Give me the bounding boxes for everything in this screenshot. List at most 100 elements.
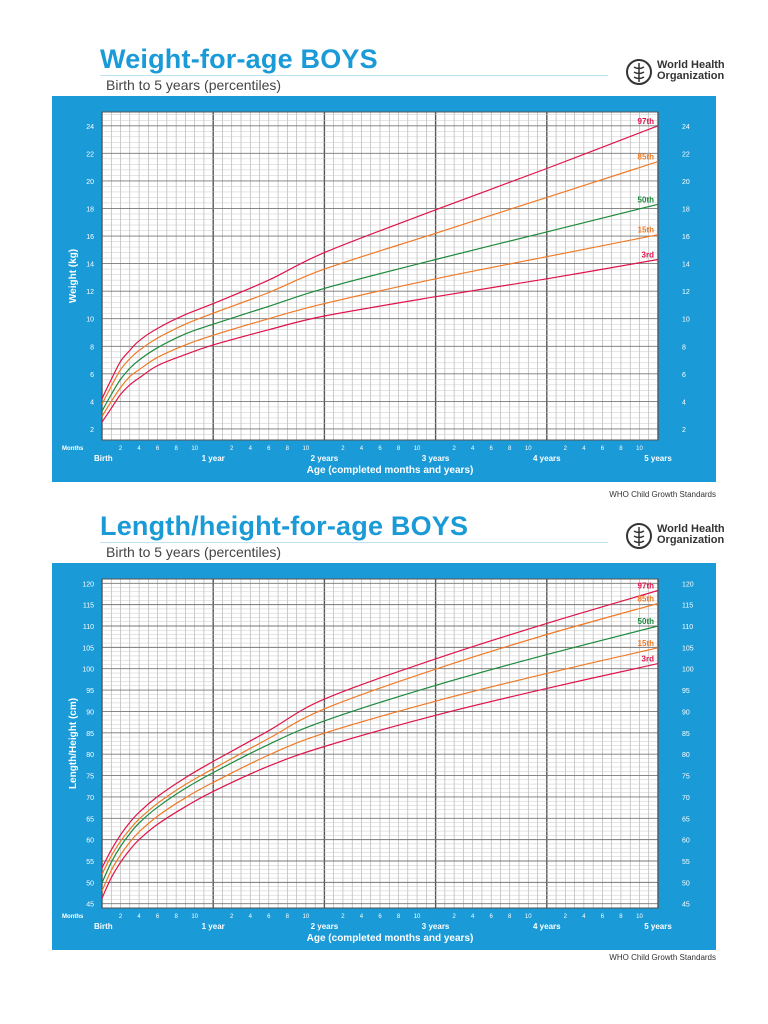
y-tick-label-right: 55 xyxy=(682,859,690,866)
x-month-tick-label: 8 xyxy=(619,914,623,920)
y-tick-label-left: 24 xyxy=(86,124,94,131)
series-label-50th: 50th xyxy=(638,195,655,204)
x-month-tick-label: 2 xyxy=(230,914,234,920)
y-tick-label-right: 80 xyxy=(682,752,690,759)
x-month-tick-label: 8 xyxy=(286,914,290,920)
y-axis-label: Weight (kg) xyxy=(68,249,79,303)
y-tick-label-left: 16 xyxy=(86,234,94,241)
x-month-tick-label: 2 xyxy=(119,446,123,452)
x-month-tick-label: 4 xyxy=(249,914,253,920)
x-month-tick-label: 6 xyxy=(378,914,382,920)
who-name-line2: Organization xyxy=(657,71,725,82)
x-month-tick-label: 4 xyxy=(360,446,364,452)
x-year-label: 4 years xyxy=(533,922,561,931)
y-tick-label-right: 85 xyxy=(682,731,690,738)
y-tick-label-left: 8 xyxy=(90,344,94,351)
x-month-tick-label: 4 xyxy=(471,446,475,452)
x-month-tick-label: 2 xyxy=(452,446,456,452)
x-axis-label: Age (completed months and years) xyxy=(307,933,474,944)
x-axis-label: Age (completed months and years) xyxy=(307,465,474,476)
x-month-tick-label: 8 xyxy=(397,446,401,452)
who-name-line2: Organization xyxy=(657,535,725,546)
y-tick-label-right: 115 xyxy=(682,603,693,610)
x-year-label: 2 years xyxy=(311,922,339,931)
y-tick-label-right: 8 xyxy=(682,344,686,351)
x-month-tick-label: 10 xyxy=(636,914,643,920)
weight-chart-subtitle: Birth to 5 years (percentiles) xyxy=(106,77,281,93)
y-tick-label-left: 65 xyxy=(86,816,94,823)
y-tick-label-right: 20 xyxy=(682,179,690,186)
x-month-tick-label: 2 xyxy=(564,914,568,920)
x-month-tick-label: 6 xyxy=(267,446,271,452)
series-label-97th: 97th xyxy=(638,582,655,591)
who-logo: World Health Organization xyxy=(625,58,735,92)
who-name: World Health Organization xyxy=(657,60,725,82)
x-year-label: 3 years xyxy=(422,454,450,463)
y-tick-label-right: 95 xyxy=(682,688,690,695)
x-year-label: 5 years xyxy=(644,922,672,931)
title-rule xyxy=(100,542,608,543)
months-unit-label: Months xyxy=(62,914,84,920)
x-month-tick-label: 2 xyxy=(341,446,345,452)
x-year-label: 3 years xyxy=(422,922,450,931)
x-month-tick-label: 10 xyxy=(525,914,532,920)
series-label-50th: 50th xyxy=(638,617,655,626)
series-label-97th: 97th xyxy=(638,117,655,126)
weight-chart-title: Weight-for-age BOYS xyxy=(100,44,378,75)
y-tick-label-left: 50 xyxy=(86,880,94,887)
x-month-tick-label: 6 xyxy=(601,914,605,920)
y-axis-label: Length/Height (cm) xyxy=(68,698,79,789)
x-month-tick-label: 8 xyxy=(397,914,401,920)
y-tick-label-right: 12 xyxy=(682,289,690,296)
x-month-tick-label: 8 xyxy=(286,446,290,452)
series-label-3rd: 3rd xyxy=(642,250,655,259)
y-tick-label-right: 24 xyxy=(682,124,690,131)
who-name: World Health Organization xyxy=(657,524,725,546)
y-tick-label-right: 90 xyxy=(682,709,690,716)
y-tick-label-left: 12 xyxy=(86,289,94,296)
x-month-tick-label: 10 xyxy=(636,446,643,452)
y-tick-label-right: 110 xyxy=(682,624,693,631)
y-tick-label-left: 60 xyxy=(86,838,94,845)
x-month-tick-label: 6 xyxy=(267,914,271,920)
x-year-label: Birth xyxy=(94,454,113,463)
series-label-85th: 85th xyxy=(638,594,655,603)
y-tick-label-left: 70 xyxy=(86,795,94,802)
series-label-85th: 85th xyxy=(638,153,655,162)
x-month-tick-label: 10 xyxy=(525,446,532,452)
x-year-label: 1 year xyxy=(202,922,225,931)
x-month-tick-label: 10 xyxy=(303,446,310,452)
y-tick-label-left: 75 xyxy=(86,774,94,781)
y-tick-label-left: 4 xyxy=(90,399,94,406)
months-unit-label: Months xyxy=(62,446,84,452)
y-tick-label-left: 115 xyxy=(83,603,94,610)
y-tick-label-left: 55 xyxy=(86,859,94,866)
y-tick-label-right: 6 xyxy=(682,372,686,379)
series-label-3rd: 3rd xyxy=(642,655,655,664)
y-tick-label-left: 18 xyxy=(86,206,94,213)
y-tick-label-left: 105 xyxy=(82,645,94,652)
weight-chart-panel: 2 2 4 4 6 6 8 8 10 10 12 12 14 14 16 16 18 18 20 20 22 22 24 24… xyxy=(52,96,716,482)
y-tick-label-right: 65 xyxy=(682,816,690,823)
y-tick-label-right: 105 xyxy=(682,645,694,652)
y-tick-label-right: 4 xyxy=(682,399,686,406)
x-month-tick-label: 10 xyxy=(414,914,421,920)
x-month-tick-label: 4 xyxy=(137,914,141,920)
y-tick-label-left: 100 xyxy=(82,667,94,674)
y-tick-label-left: 14 xyxy=(86,262,94,269)
y-tick-label-left: 20 xyxy=(86,179,94,186)
x-month-tick-label: 10 xyxy=(191,446,198,452)
y-tick-label-left: 110 xyxy=(83,624,94,631)
x-month-tick-label: 4 xyxy=(137,446,141,452)
y-tick-label-right: 22 xyxy=(682,151,690,158)
series-label-15th: 15th xyxy=(638,639,655,648)
y-tick-label-right: 70 xyxy=(682,795,690,802)
y-tick-label-left: 95 xyxy=(86,688,94,695)
length-chart-subtitle: Birth to 5 years (percentiles) xyxy=(106,544,281,560)
y-tick-label-right: 2 xyxy=(682,427,686,434)
x-month-tick-label: 10 xyxy=(303,914,310,920)
x-month-tick-label: 6 xyxy=(378,446,382,452)
x-month-tick-label: 4 xyxy=(471,914,475,920)
y-tick-label-left: 120 xyxy=(82,581,94,588)
who-logo: World Health Organization xyxy=(625,522,735,556)
